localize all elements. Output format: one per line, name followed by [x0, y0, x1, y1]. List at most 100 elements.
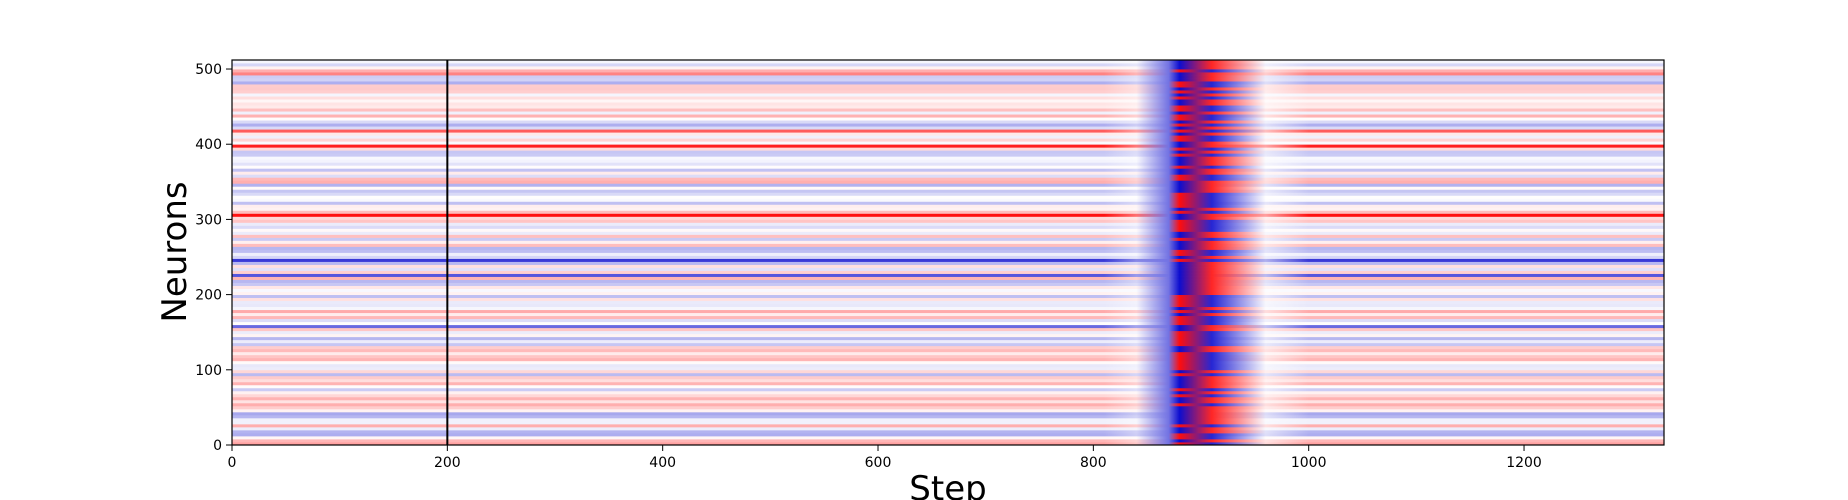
y-tick-label: 100: [195, 363, 222, 379]
neuron-row: [232, 432, 1664, 437]
neuron-row: [232, 117, 1664, 121]
neuron-row: [232, 345, 1664, 350]
neuron-row: [232, 204, 1664, 208]
neuron-row: [232, 198, 1664, 202]
neuron-row: [232, 300, 1664, 305]
neuron-row: [232, 84, 1664, 88]
neuron-row: [232, 213, 1664, 217]
plot-frame: [231, 59, 1665, 446]
neuron-row: [232, 288, 1664, 292]
neuron-row: [232, 195, 1664, 199]
neuron-row: [232, 390, 1664, 395]
x-tick-label: 600: [865, 455, 892, 471]
neuron-row: [232, 291, 1664, 296]
neuron-row: [232, 399, 1664, 404]
neuron-row: [232, 327, 1664, 332]
neuron-row: [232, 366, 1664, 371]
neuron-row: [232, 123, 1664, 127]
neuron-row: [232, 309, 1664, 314]
neuron-row: [232, 405, 1664, 410]
neuron-row: [232, 261, 1664, 265]
neuron-row: [232, 414, 1664, 419]
neuron-row: [232, 249, 1664, 253]
neuron-row: [232, 282, 1664, 286]
x-tick-label: 400: [649, 455, 676, 471]
neuron-row: [232, 318, 1664, 323]
neuron-row: [232, 105, 1664, 109]
y-tick-label: 400: [195, 137, 222, 153]
neuron-row: [232, 201, 1664, 205]
neuron-row: [232, 225, 1664, 229]
x-tick-label: 0: [228, 455, 237, 471]
neuron-row: [232, 162, 1664, 166]
neuron-row: [232, 63, 1664, 67]
neuron-row: [232, 240, 1664, 244]
x-tick-label: 200: [434, 455, 461, 471]
y-tick-label: 0: [213, 438, 222, 454]
neuron-row: [232, 189, 1664, 193]
neuron-row: [232, 69, 1664, 73]
neuron-row: [232, 60, 1664, 64]
neuron-row: [232, 243, 1664, 247]
x-axis-label: Step: [909, 469, 986, 500]
neuron-row: [232, 357, 1664, 362]
neuron-row: [232, 120, 1664, 124]
neuron-row: [232, 402, 1664, 407]
neuron-row: [232, 354, 1664, 359]
neuron-row: [232, 171, 1664, 175]
neuron-row: [232, 423, 1664, 428]
neuron-row: [232, 93, 1664, 97]
neuron-row: [232, 183, 1664, 187]
neuron-row: [232, 381, 1664, 386]
neuron-row: [232, 342, 1664, 347]
neuron-row: [232, 369, 1664, 374]
neuron-row: [232, 393, 1664, 398]
neuron-row: [232, 87, 1664, 91]
neuron-row: [232, 339, 1664, 344]
neuron-row: [232, 96, 1664, 100]
neuron-row: [232, 186, 1664, 190]
neuron-row: [232, 387, 1664, 392]
neuron-row: [232, 126, 1664, 130]
neuron-row: [232, 168, 1664, 172]
neuron-row: [232, 297, 1664, 302]
neuron-row: [232, 72, 1664, 76]
neuron-row: [232, 396, 1664, 401]
neuron-row: [232, 147, 1664, 151]
neuron-row: [232, 411, 1664, 416]
neuron-row: [232, 102, 1664, 106]
neuron-row: [232, 348, 1664, 353]
neuron-row: [232, 378, 1664, 383]
neuron-row: [232, 219, 1664, 223]
neuron-row: [232, 228, 1664, 232]
neuron-row: [232, 435, 1664, 440]
neuron-row: [232, 234, 1664, 238]
neuron-row: [232, 330, 1664, 335]
neuron-row: [232, 336, 1664, 341]
neuron-row: [232, 174, 1664, 178]
neuron-row: [232, 153, 1664, 157]
neuron-row: [232, 267, 1664, 271]
neuron-row: [232, 135, 1664, 139]
neuron-row: [232, 156, 1664, 160]
neuron-row: [232, 438, 1664, 443]
neuron-row: [232, 114, 1664, 118]
neuron-row: [232, 141, 1664, 145]
neuron-row: [232, 360, 1664, 365]
neuron-row: [232, 222, 1664, 226]
neuron-row: [232, 144, 1664, 148]
neuron-row: [232, 246, 1664, 250]
y-tick-label: 200: [195, 288, 222, 304]
neuron-row: [232, 276, 1664, 280]
neuron-row: [232, 207, 1664, 211]
neuron-row: [232, 303, 1664, 308]
y-tick-label: 500: [195, 62, 222, 78]
neuron-row: [232, 132, 1664, 136]
neuron-row: [232, 429, 1664, 434]
neuron-row: [232, 408, 1664, 413]
y-axis: 0 100 200 300 400 500: [195, 62, 232, 454]
neuron-row: [232, 315, 1664, 320]
neuron-row: [232, 210, 1664, 214]
neuron-row: [232, 192, 1664, 196]
neuron-row: [232, 99, 1664, 103]
